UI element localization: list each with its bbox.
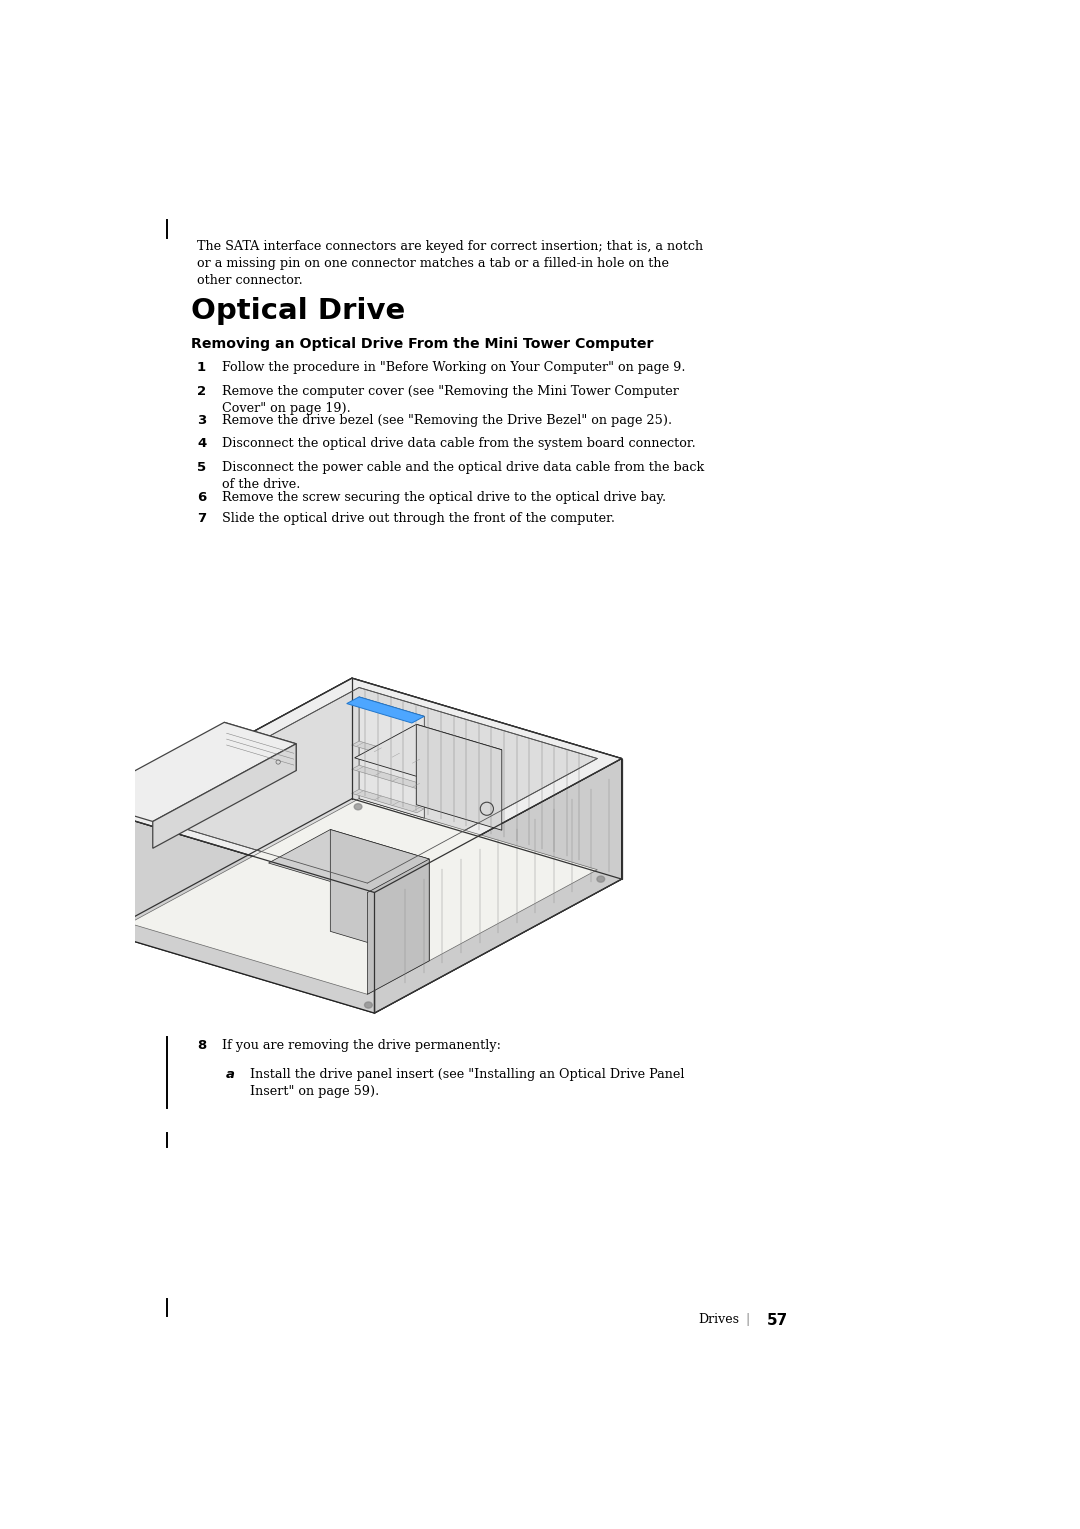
Text: Disconnect the optical drive data cable from the system board connector.: Disconnect the optical drive data cable … bbox=[221, 437, 696, 450]
Text: 3: 3 bbox=[197, 414, 206, 427]
Text: 2: 2 bbox=[197, 385, 206, 398]
Text: Optical Drive: Optical Drive bbox=[191, 297, 405, 324]
Text: 7: 7 bbox=[197, 512, 206, 526]
Text: a: a bbox=[226, 1069, 234, 1081]
Text: 5: 5 bbox=[197, 462, 206, 474]
Polygon shape bbox=[352, 764, 424, 789]
Polygon shape bbox=[105, 812, 375, 1014]
Polygon shape bbox=[367, 859, 429, 994]
Text: other connector.: other connector. bbox=[197, 274, 302, 287]
Text: Follow the procedure in "Before Working on Your Computer" on page 9.: Follow the procedure in "Before Working … bbox=[221, 361, 686, 375]
Polygon shape bbox=[69, 749, 130, 781]
Text: The SATA interface connectors are keyed for correct insertion; that is, a notch: The SATA interface connectors are keyed … bbox=[197, 240, 703, 254]
Text: or a missing pin on one connector matches a tab or a filled-in hole on the: or a missing pin on one connector matche… bbox=[197, 257, 669, 271]
Ellipse shape bbox=[354, 804, 362, 810]
Polygon shape bbox=[105, 679, 352, 933]
Text: Install the drive panel insert (see "Installing an Optical Drive Panel: Install the drive panel insert (see "Ins… bbox=[249, 1069, 685, 1081]
Polygon shape bbox=[152, 743, 296, 849]
Polygon shape bbox=[105, 798, 622, 1014]
Text: 8: 8 bbox=[197, 1038, 206, 1052]
Text: |: | bbox=[745, 1313, 750, 1326]
Polygon shape bbox=[354, 725, 502, 783]
Polygon shape bbox=[269, 830, 429, 893]
Polygon shape bbox=[347, 697, 424, 723]
Polygon shape bbox=[375, 758, 622, 1014]
Polygon shape bbox=[352, 789, 424, 813]
Text: Removing an Optical Drive From the Mini Tower Computer: Removing an Optical Drive From the Mini … bbox=[191, 336, 653, 350]
Polygon shape bbox=[105, 679, 622, 893]
Polygon shape bbox=[352, 679, 622, 879]
Text: 57: 57 bbox=[767, 1313, 788, 1329]
Text: Drives: Drives bbox=[699, 1313, 740, 1326]
Text: Cover" on page 19).: Cover" on page 19). bbox=[221, 402, 351, 414]
Text: 1: 1 bbox=[197, 361, 206, 375]
Text: Slide the optical drive out through the front of the computer.: Slide the optical drive out through the … bbox=[221, 512, 615, 526]
Polygon shape bbox=[330, 830, 429, 960]
Text: Remove the drive bezel (see "Removing the Drive Bezel" on page 25).: Remove the drive bezel (see "Removing th… bbox=[221, 414, 672, 427]
Text: Insert" on page 59).: Insert" on page 59). bbox=[249, 1084, 379, 1098]
Polygon shape bbox=[81, 722, 296, 821]
Text: of the drive.: of the drive. bbox=[221, 479, 300, 491]
Ellipse shape bbox=[122, 930, 130, 936]
Polygon shape bbox=[352, 742, 424, 764]
Polygon shape bbox=[130, 798, 597, 994]
Text: 6: 6 bbox=[197, 491, 206, 503]
Text: Remove the screw securing the optical drive to the optical drive bay.: Remove the screw securing the optical dr… bbox=[221, 491, 666, 503]
Text: 4: 4 bbox=[197, 437, 206, 450]
Ellipse shape bbox=[597, 876, 605, 882]
Polygon shape bbox=[359, 697, 424, 818]
Polygon shape bbox=[130, 688, 597, 884]
Text: Disconnect the power cable and the optical drive data cable from the back: Disconnect the power cable and the optic… bbox=[221, 462, 704, 474]
Text: Remove the computer cover (see "Removing the Mini Tower Computer: Remove the computer cover (see "Removing… bbox=[221, 385, 678, 398]
Text: If you are removing the drive permanently:: If you are removing the drive permanentl… bbox=[221, 1038, 501, 1052]
Ellipse shape bbox=[365, 1001, 373, 1008]
Polygon shape bbox=[225, 722, 296, 771]
Polygon shape bbox=[417, 725, 502, 830]
